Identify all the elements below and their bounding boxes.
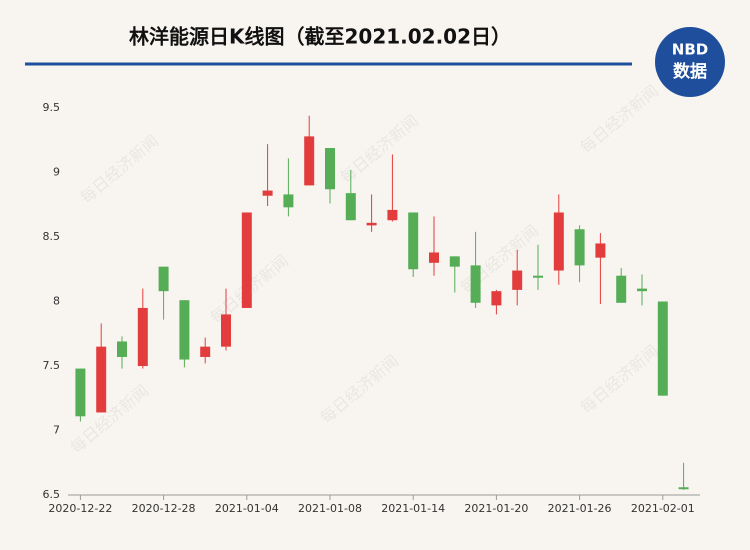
y-tick-label: 7 bbox=[53, 424, 60, 437]
y-tick-label: 9.5 bbox=[43, 101, 61, 114]
y-tick-label: 8.5 bbox=[43, 230, 61, 243]
candle-body bbox=[553, 212, 564, 271]
x-tick-label: 2021-01-04 bbox=[215, 502, 279, 515]
candle-body bbox=[262, 190, 273, 196]
candle-body bbox=[533, 275, 543, 278]
x-tick-label: 2021-01-20 bbox=[464, 502, 528, 515]
candle-body bbox=[325, 147, 335, 190]
candle-body bbox=[678, 487, 689, 490]
candle-body bbox=[75, 368, 86, 417]
candle-body bbox=[429, 252, 439, 263]
candle-body bbox=[221, 314, 231, 347]
logo-text: 数据 bbox=[673, 61, 707, 82]
candle-body bbox=[366, 222, 377, 226]
y-tick-label: 9 bbox=[53, 166, 60, 179]
candle-body bbox=[117, 341, 127, 357]
candle-body bbox=[283, 194, 294, 208]
candle-body bbox=[345, 193, 356, 221]
candle-body bbox=[241, 212, 252, 308]
candle-body bbox=[491, 291, 502, 306]
y-tick-label: 6.5 bbox=[43, 488, 61, 501]
candle-body bbox=[96, 346, 107, 413]
candle-body bbox=[595, 243, 606, 258]
y-tick-label: 7.5 bbox=[43, 359, 61, 372]
logo bbox=[655, 27, 725, 97]
x-tick-label: 2021-01-14 bbox=[381, 502, 445, 515]
candle-body bbox=[137, 307, 148, 366]
candle-body bbox=[637, 288, 647, 292]
candle-body bbox=[200, 346, 211, 357]
candle-body bbox=[158, 266, 169, 292]
x-tick-label: 2021-02-01 bbox=[631, 502, 695, 515]
x-tick-label: 2021-01-08 bbox=[298, 502, 362, 515]
candle-body bbox=[470, 265, 481, 303]
candle-body bbox=[657, 301, 668, 396]
chart-title: 林洋能源日K线图（截至2021.02.02日） bbox=[129, 25, 511, 49]
candle-body bbox=[179, 300, 190, 360]
candle-body bbox=[449, 256, 460, 267]
x-tick-label: 2021-01-26 bbox=[548, 502, 612, 515]
candle-body bbox=[304, 136, 315, 186]
candle-body bbox=[574, 229, 585, 266]
x-tick-label: 2020-12-28 bbox=[132, 502, 196, 515]
candle-body bbox=[408, 212, 419, 270]
candle-body bbox=[387, 209, 398, 221]
y-tick-label: 8 bbox=[53, 295, 60, 308]
candle-body bbox=[512, 270, 523, 290]
logo-text: NBD bbox=[672, 41, 708, 59]
x-tick-label: 2020-12-22 bbox=[48, 502, 112, 515]
candle-body bbox=[616, 275, 627, 303]
